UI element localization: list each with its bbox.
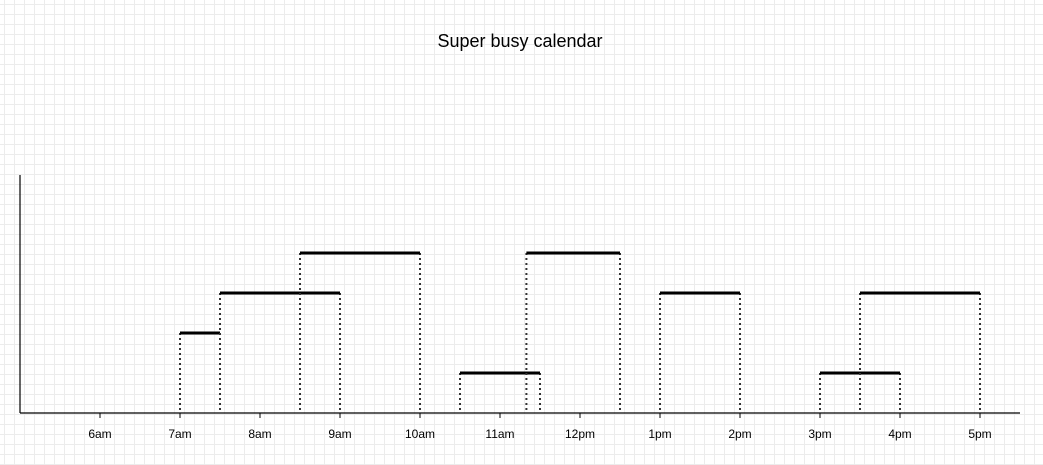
event-1 xyxy=(219,291,341,413)
x-tick-label: 8am xyxy=(248,427,271,441)
x-tick-label: 3pm xyxy=(808,427,831,441)
x-tick-label: 6am xyxy=(88,427,111,441)
events xyxy=(179,251,981,413)
event-7 xyxy=(859,291,981,413)
chart-title: Super busy calendar xyxy=(437,31,603,51)
x-tick-label: 9am xyxy=(328,427,351,441)
event-5 xyxy=(659,291,741,413)
x-tick-label: 4pm xyxy=(888,427,911,441)
event-0 xyxy=(179,331,221,413)
x-tick-label: 10am xyxy=(405,427,435,441)
x-axis-ticks: 6am 7am 8am 9am 10am 11am 12pm 1pm 2pm 3pm 4pm 5pm xyxy=(88,413,992,441)
x-tick-label: 2pm xyxy=(728,427,751,441)
x-tick-label: 5pm xyxy=(968,427,991,441)
event-2 xyxy=(299,251,421,413)
x-tick-label: 11am xyxy=(485,427,514,441)
x-tick-label: 12pm xyxy=(565,427,595,441)
event-3 xyxy=(459,371,541,413)
event-4 xyxy=(525,251,621,413)
x-tick-label: 1pm xyxy=(648,427,671,441)
x-tick-label: 7am xyxy=(168,427,191,441)
